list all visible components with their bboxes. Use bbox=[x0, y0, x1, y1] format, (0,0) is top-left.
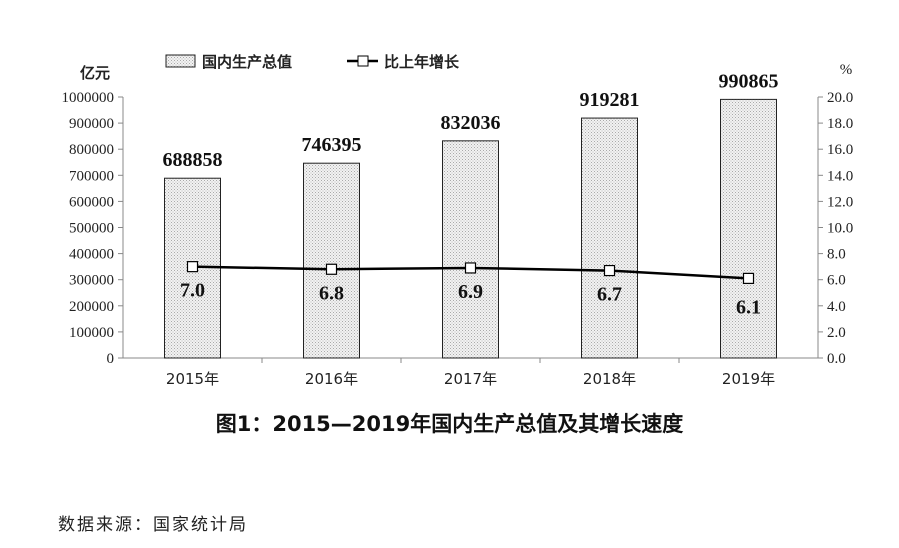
bar-value-label: 832036 bbox=[441, 112, 501, 134]
line-marker bbox=[464, 262, 477, 274]
line-value-label: 6.8 bbox=[319, 282, 344, 304]
bar-value-label: 919281 bbox=[580, 89, 640, 111]
x-tick-label: 2016年 bbox=[305, 370, 358, 388]
line-value-label: 6.7 bbox=[597, 284, 622, 306]
line-value-label: 6.9 bbox=[458, 281, 483, 303]
line-value-label: 6.1 bbox=[736, 296, 761, 318]
bar bbox=[303, 162, 360, 359]
right-tick-label: 20.0 bbox=[827, 90, 853, 106]
x-tick-label: 2017年 bbox=[444, 370, 497, 388]
x-tick-label: 2015年 bbox=[166, 370, 219, 388]
right-tick-label: 8.0 bbox=[827, 247, 846, 263]
right-tick-label: 0.0 bbox=[827, 351, 846, 367]
left-tick-label: 600000 bbox=[69, 194, 114, 210]
left-tick-label: 500000 bbox=[69, 221, 114, 237]
left-axis-label: 亿元 bbox=[80, 64, 110, 82]
left-tick-label: 1000000 bbox=[62, 90, 115, 106]
line-marker bbox=[742, 272, 755, 284]
right-tick-label: 16.0 bbox=[827, 142, 853, 158]
left-tick-label: 400000 bbox=[69, 247, 114, 263]
line-marker bbox=[186, 261, 199, 273]
left-tick-label: 900000 bbox=[69, 116, 114, 132]
line-marker bbox=[325, 263, 338, 275]
right-tick-label: 12.0 bbox=[827, 194, 853, 210]
bar-value-label: 990865 bbox=[719, 70, 779, 92]
right-tick-label: 10.0 bbox=[827, 221, 853, 237]
line-marker bbox=[603, 264, 616, 277]
bar-value-label: 688858 bbox=[163, 149, 223, 171]
bar bbox=[442, 140, 499, 359]
x-tick-label: 2018年 bbox=[583, 370, 636, 388]
line-value-label: 7.0 bbox=[180, 280, 205, 302]
right-tick-label: 2.0 bbox=[827, 325, 846, 341]
left-tick-label: 300000 bbox=[69, 273, 114, 289]
bar-value-label: 746395 bbox=[302, 134, 362, 156]
left-tick-label: 700000 bbox=[69, 168, 114, 184]
left-tick-label: 0 bbox=[107, 351, 115, 367]
bar bbox=[581, 117, 638, 359]
right-tick-label: 4.0 bbox=[827, 299, 846, 315]
legend-bar-swatch bbox=[165, 54, 196, 68]
legend-bar-label: 国内生产总值 bbox=[202, 53, 292, 71]
chart-title: 图1：2015—2019年国内生产总值及其增长速度 bbox=[215, 412, 684, 436]
data-source: 数据来源：国家统计局 bbox=[58, 515, 248, 535]
right-tick-label: 6.0 bbox=[827, 273, 846, 289]
legend-line-marker bbox=[357, 55, 369, 67]
left-tick-label: 200000 bbox=[69, 299, 114, 315]
right-tick-label: 14.0 bbox=[827, 168, 853, 184]
right-axis-label: % bbox=[840, 62, 853, 78]
bar bbox=[720, 98, 777, 359]
right-tick-label: 18.0 bbox=[827, 116, 853, 132]
left-tick-label: 800000 bbox=[69, 142, 114, 158]
left-tick-label: 100000 bbox=[69, 325, 114, 341]
x-tick-label: 2019年 bbox=[722, 370, 775, 388]
legend-line-label: 比上年增长 bbox=[384, 53, 460, 71]
